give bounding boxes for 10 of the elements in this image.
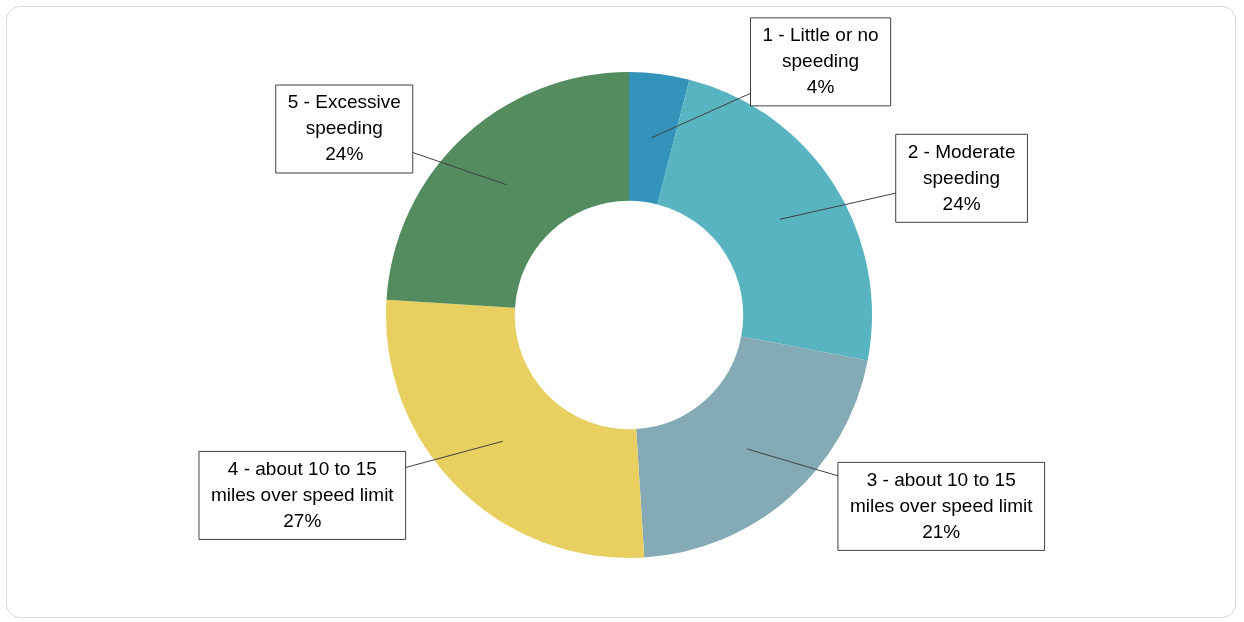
slice-label: 5 - Excessive speeding <box>287 91 401 139</box>
slice-label: 4 - about 10 to 15 miles over speed limit <box>210 457 395 505</box>
slice-label: 3 - about 10 to 15 miles over speed limit <box>849 468 1034 516</box>
slice-label: 2 - Moderate speeding <box>907 140 1016 188</box>
data-label: 21% <box>922 520 961 542</box>
slice-label: 1 - Little or no speeding <box>762 24 879 72</box>
data-label: 4% <box>806 76 835 98</box>
data-label: 24% <box>942 192 981 214</box>
data-label: 27% <box>283 509 322 531</box>
data-label: 24% <box>325 143 364 165</box>
